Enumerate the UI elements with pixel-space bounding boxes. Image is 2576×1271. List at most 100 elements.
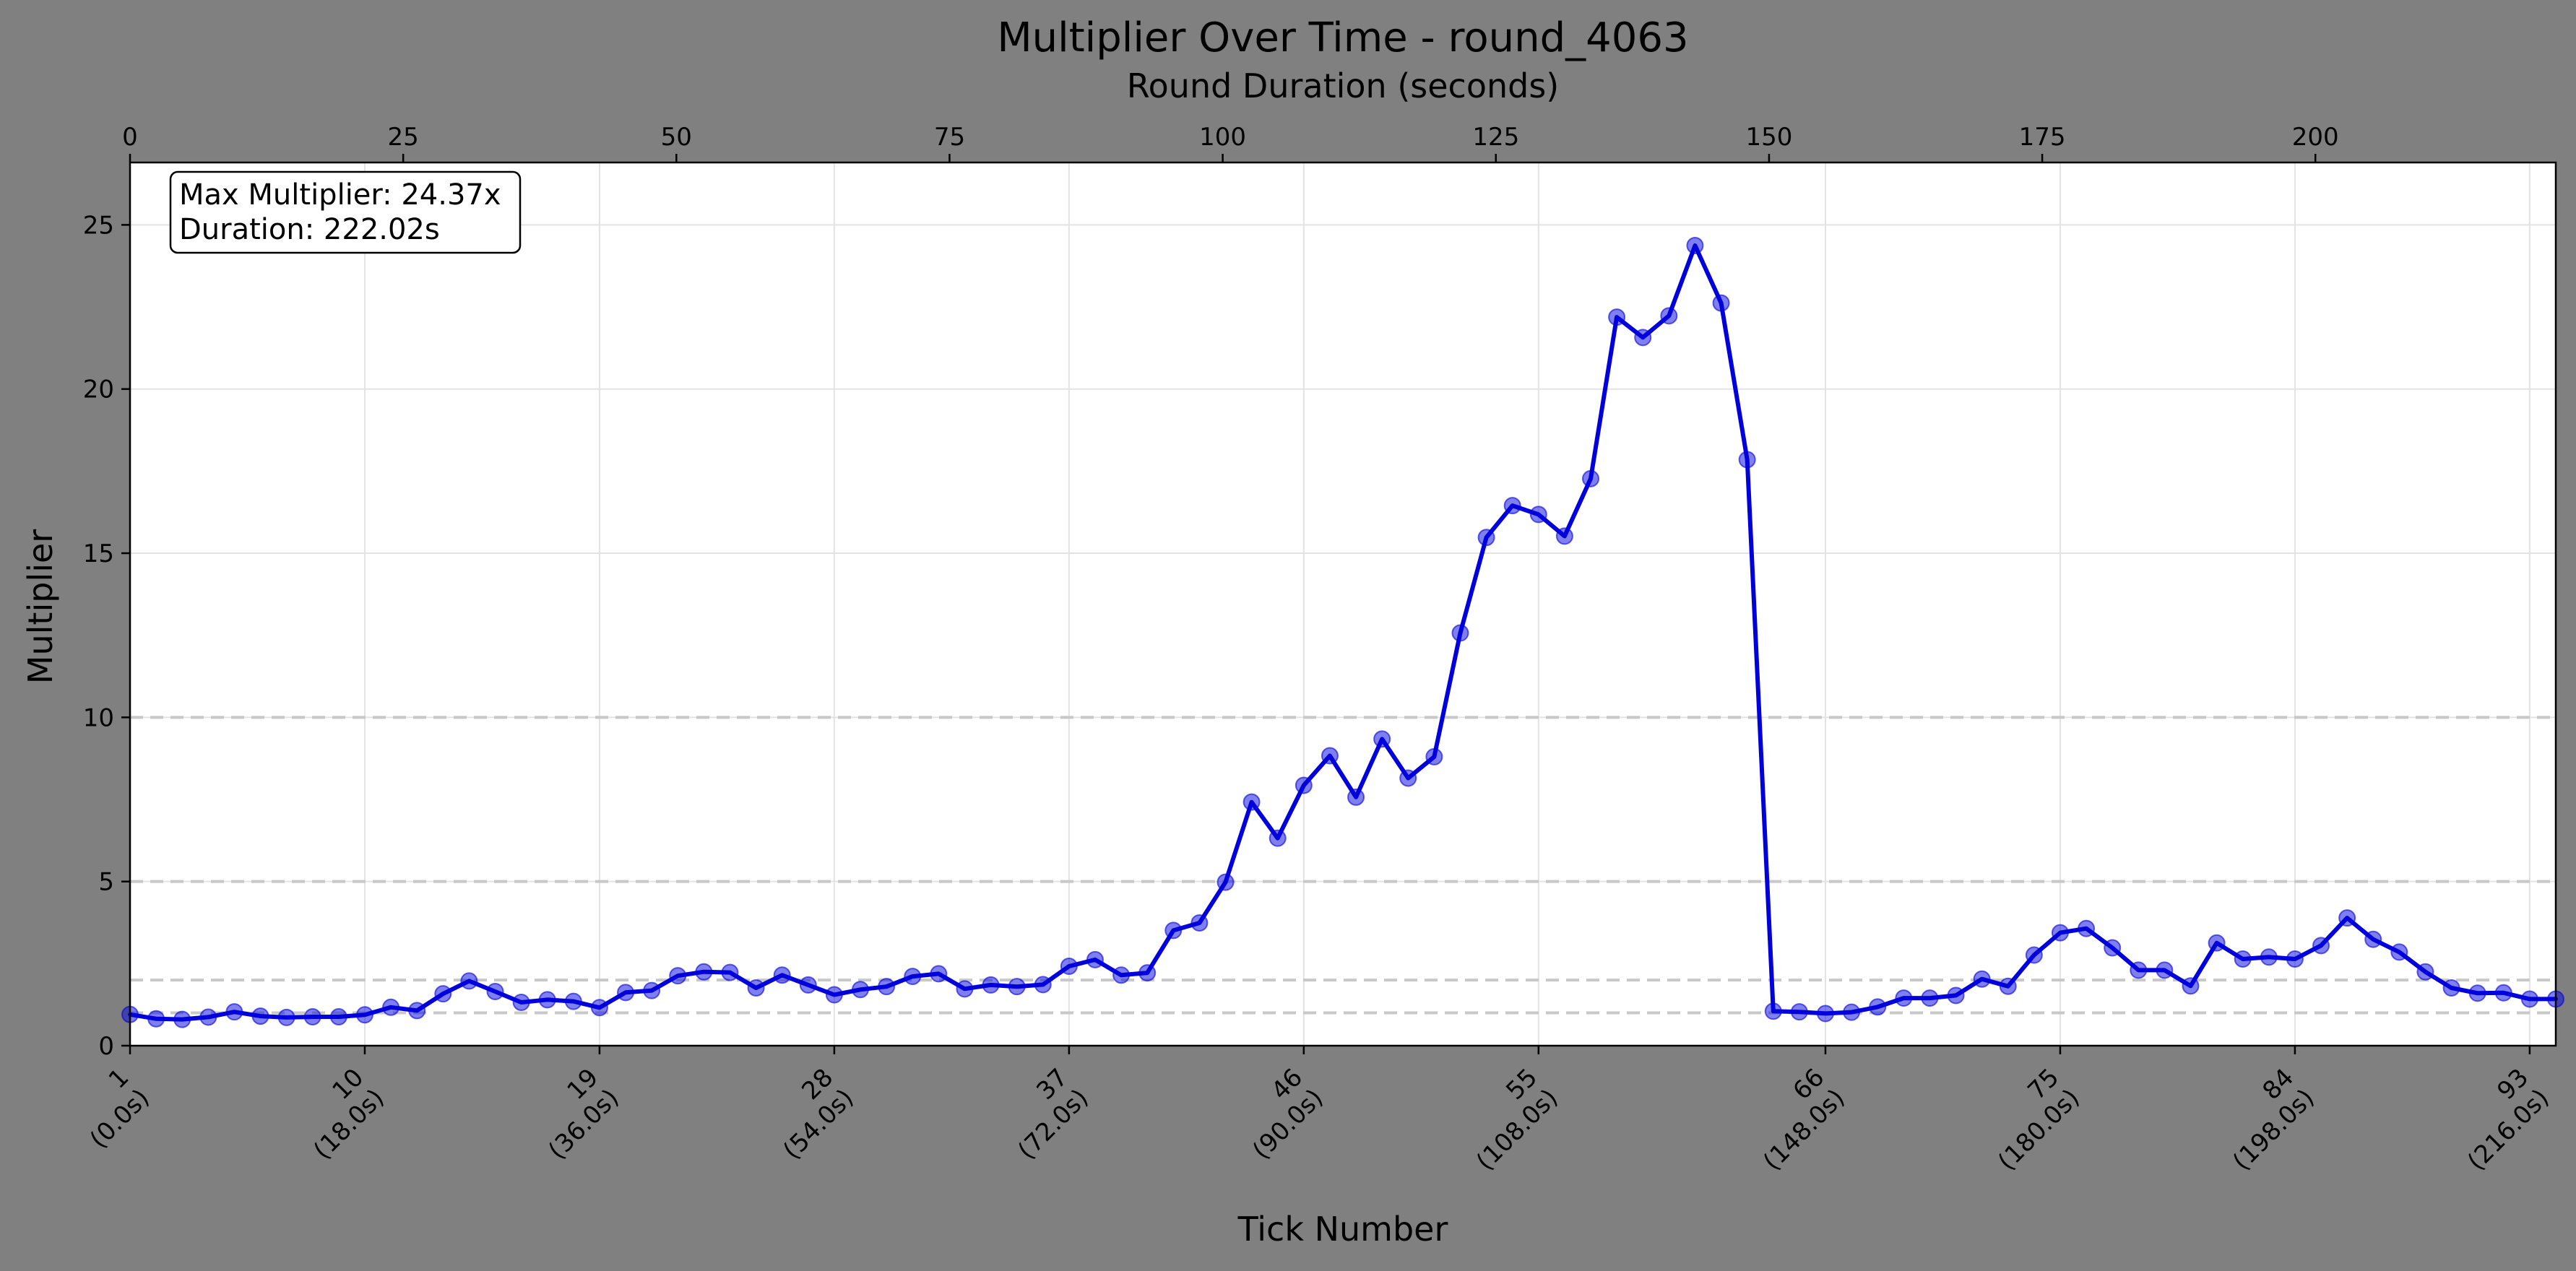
data-point xyxy=(1242,793,1261,811)
data-point xyxy=(1555,527,1573,545)
data-point xyxy=(2416,963,2434,981)
data-point xyxy=(2520,990,2538,1008)
chart-title: Multiplier Over Time - round_4063 xyxy=(997,14,1688,61)
data-point xyxy=(1295,776,1313,794)
data-point xyxy=(1764,1002,1782,1020)
data-point xyxy=(2130,961,2148,979)
data-point xyxy=(2286,950,2304,968)
data-point xyxy=(329,1007,347,1025)
data-point xyxy=(1816,1005,1834,1023)
data-point xyxy=(1268,829,1287,847)
data-point xyxy=(2234,950,2252,968)
data-point xyxy=(2051,924,2069,942)
data-point xyxy=(564,992,582,1010)
top-tick-label: 125 xyxy=(1472,123,1519,152)
top-tick-label: 200 xyxy=(2292,123,2339,152)
data-point xyxy=(2442,979,2460,997)
data-point xyxy=(460,972,478,990)
data-point xyxy=(538,991,556,1009)
data-point xyxy=(904,968,922,986)
plot-frame xyxy=(129,161,2557,1047)
data-point xyxy=(2364,930,2382,948)
data-point xyxy=(1347,788,1365,806)
data-point xyxy=(486,982,504,1000)
data-point xyxy=(1529,506,1547,524)
series-line xyxy=(128,243,2558,1022)
data-point xyxy=(277,1008,295,1026)
data-point xyxy=(1060,957,1078,975)
data-point xyxy=(1634,329,1652,347)
data-point xyxy=(2182,977,2200,995)
top-tick-label: 0 xyxy=(122,123,138,152)
y-tick-label: 5 xyxy=(98,868,114,897)
data-point xyxy=(1138,964,1157,982)
data-point xyxy=(408,1002,426,1020)
annotation-duration: Duration: 222.02s xyxy=(179,213,440,246)
data-point xyxy=(1712,294,1730,312)
top-tick-label: 25 xyxy=(388,123,419,152)
top-tick-label: 75 xyxy=(934,123,965,152)
data-point xyxy=(982,976,1000,994)
data-point xyxy=(695,963,713,981)
data-point xyxy=(2312,937,2330,955)
data-point xyxy=(2390,943,2408,961)
data-point xyxy=(2468,984,2486,1002)
data-point xyxy=(355,1006,373,1024)
data-point xyxy=(173,1010,191,1028)
annotation-max-multiplier: Max Multiplier: 24.37x xyxy=(179,178,501,212)
data-point xyxy=(382,998,400,1016)
data-point xyxy=(721,963,739,981)
data-point xyxy=(747,979,765,997)
annotation-box xyxy=(169,170,522,254)
data-point xyxy=(147,1010,165,1028)
data-point xyxy=(1321,747,1339,765)
data-point xyxy=(2078,919,2096,937)
data-point xyxy=(1738,451,1756,469)
data-point xyxy=(1164,921,1183,940)
data-point xyxy=(2338,909,2356,927)
data-point xyxy=(1843,1003,1861,1021)
y-tick-label: 15 xyxy=(83,539,114,568)
grid-lines xyxy=(129,162,2556,1046)
data-point xyxy=(1790,1003,1808,1021)
data-point xyxy=(1190,914,1209,932)
data-point xyxy=(878,978,896,996)
data-point xyxy=(1869,998,1887,1016)
data-point xyxy=(1112,966,1131,984)
data-point xyxy=(1973,970,1991,988)
y-tick-label: 25 xyxy=(83,211,114,240)
data-point xyxy=(1660,307,1678,325)
top-axis: 0 25 50 75 100 125 150 175 200 xyxy=(122,123,2339,162)
data-point xyxy=(199,1008,217,1026)
data-point xyxy=(1999,977,2017,995)
data-point xyxy=(1608,308,1626,326)
data-point xyxy=(1947,986,1965,1005)
data-point xyxy=(643,981,661,999)
data-point xyxy=(1895,989,1913,1007)
data-point xyxy=(1425,747,1443,765)
top-tick-label: 150 xyxy=(1745,123,1792,152)
data-point xyxy=(2104,939,2122,957)
y-tick-label: 20 xyxy=(83,376,114,404)
data-point xyxy=(2156,961,2174,979)
data-point xyxy=(852,981,870,999)
data-point xyxy=(2260,948,2278,966)
data-point xyxy=(956,980,974,998)
data-point xyxy=(825,986,843,1004)
data-point xyxy=(1034,976,1052,994)
series-layer xyxy=(121,237,2564,1028)
y-axis: 0 5 10 15 20 25 xyxy=(83,211,130,1061)
data-point xyxy=(434,985,452,1003)
top-tick-label: 100 xyxy=(1199,123,1246,152)
data-point xyxy=(251,1007,269,1025)
data-point xyxy=(773,966,791,984)
top-axis-title: Round Duration (seconds) xyxy=(1127,66,1560,105)
data-point xyxy=(1086,950,1104,968)
data-point xyxy=(590,999,608,1017)
data-point xyxy=(1686,237,1704,255)
data-point xyxy=(303,1007,321,1025)
data-point xyxy=(1399,769,1417,787)
top-tick-label: 175 xyxy=(2019,123,2066,152)
top-tick-label: 50 xyxy=(661,123,692,152)
